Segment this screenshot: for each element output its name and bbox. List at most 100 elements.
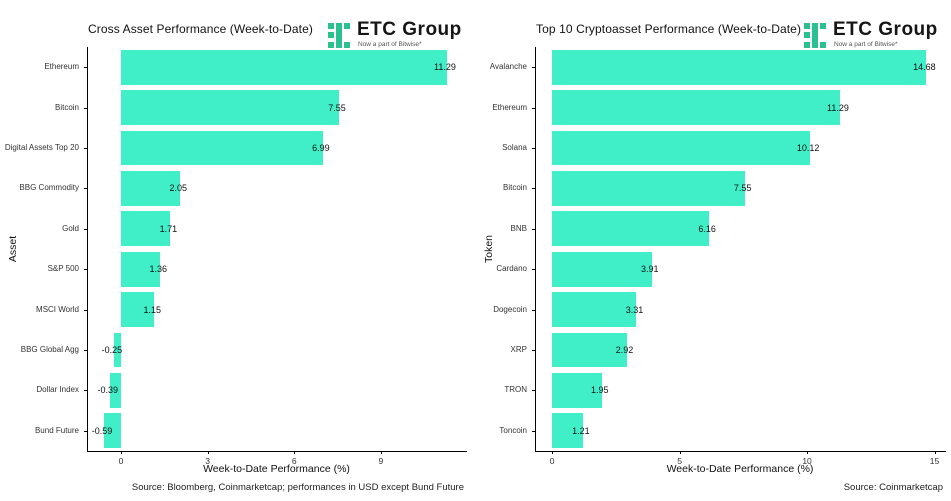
value-label: 3.91: [641, 264, 659, 275]
y-tick: [532, 228, 535, 230]
category-label: Bund Future: [34, 425, 79, 435]
x-tick: [121, 451, 123, 454]
value-label: -0.39: [97, 385, 119, 396]
y-tick: [84, 350, 87, 351]
x-tick-label: 9: [378, 456, 384, 466]
bar: [552, 211, 710, 247]
value-label: 7.55: [328, 102, 346, 113]
bar: [104, 413, 122, 449]
value-label: 6.99: [312, 143, 330, 153]
category-label: BBG Global Agg: [20, 345, 79, 354]
bar: [121, 171, 181, 206]
source-note: Source: Coinmarketcap: [843, 482, 943, 493]
bar: [121, 211, 171, 247]
logo-brand-name: ETC Group: [357, 19, 462, 40]
x-axis-label: Week-to-Date Performance (%): [203, 463, 350, 475]
y-tick: [84, 107, 87, 109]
x-tick-label: 6: [291, 456, 297, 466]
category-label: Dollar Index: [36, 385, 79, 395]
category-label: Solana: [502, 143, 527, 152]
bar: [552, 332, 627, 368]
category-label: Toncoin: [499, 425, 527, 435]
category-label: Cardano: [496, 264, 527, 274]
value-label: 1.15: [143, 304, 162, 315]
category-label: Dogecoin: [493, 304, 527, 314]
category-label: MSCI World: [36, 304, 79, 314]
value-label: 1.36: [149, 264, 168, 275]
y-tick: [84, 309, 87, 311]
x-tick: [207, 451, 209, 454]
value-label: 2.92: [615, 345, 634, 355]
x-tick-label: 5: [677, 456, 682, 466]
category-label: Ethereum: [492, 102, 527, 112]
bar: [121, 130, 323, 166]
bar: [552, 49, 927, 85]
y-tick: [84, 188, 87, 190]
etc-group-logo-icon: [804, 23, 826, 48]
bar: [552, 171, 745, 206]
value-label: 11.29: [434, 62, 456, 73]
category-label: Digital Assets Top 20: [4, 143, 79, 152]
value-label: 14.68: [913, 62, 936, 73]
value-label: 1.71: [159, 223, 178, 234]
category-label: XRP: [510, 345, 527, 354]
y-tick: [84, 430, 87, 432]
x-tick-label: 10: [802, 456, 812, 466]
y-tick: [84, 228, 87, 230]
category-label: Ethereum: [44, 62, 79, 72]
bar: [121, 90, 339, 125]
x-tick-label: 0: [118, 456, 124, 466]
etc-group-logo: ETC Group Now a part of Bitwise*: [804, 14, 944, 52]
logo-tagline: Now a part of Bitwise*: [358, 41, 422, 48]
bar: [552, 251, 652, 287]
x-tick: [552, 451, 554, 454]
y-tick: [532, 107, 535, 109]
bar: [552, 373, 602, 408]
chart-top10-cryptoasset-performance: Top 10 Cryptoasset Performance (Week-to-…: [476, 0, 951, 501]
y-tick: [532, 269, 535, 271]
value-label: 1.95: [591, 385, 609, 396]
value-label: 10.12: [796, 143, 820, 153]
category-label: S&P 500: [47, 264, 79, 274]
y-tick: [532, 430, 535, 432]
value-label: 2.05: [169, 183, 187, 194]
x-tick-label: 3: [205, 456, 211, 466]
chart-title: Cross Asset Performance (Week-to-Date): [88, 22, 313, 36]
category-label: Bitcoin: [502, 183, 527, 193]
bar: [552, 130, 811, 166]
bar: [109, 373, 122, 408]
x-tick: [679, 451, 681, 454]
y-axis-line: [87, 47, 88, 451]
bar: [121, 49, 447, 85]
logo-tagline: Now a part of Bitwise*: [834, 41, 898, 48]
y-axis-line: [535, 47, 536, 451]
category-label: TRON: [504, 385, 527, 395]
y-tick: [532, 390, 535, 392]
source-note: Source: Bloomberg, Coinmarketcap; perfor…: [131, 482, 464, 493]
y-tick: [532, 148, 535, 149]
chart-title: Top 10 Cryptoasset Performance (Week-to-…: [536, 22, 802, 36]
value-label: 3.31: [625, 304, 644, 315]
x-tick-label: 0: [549, 456, 555, 466]
bar: [121, 292, 155, 327]
x-tick: [807, 451, 809, 454]
bar: [552, 90, 840, 125]
value-label: 11.29: [827, 102, 849, 113]
x-tick: [934, 451, 936, 454]
bar: [552, 413, 583, 449]
x-tick-label: 15: [929, 456, 940, 466]
plot-area: Ethereum 11.29 Bitcoin 7.55 Digital Assets T…: [0, 0, 475, 501]
category-label: Gold: [62, 223, 79, 233]
x-tick: [294, 451, 296, 454]
value-label: 6.16: [698, 223, 716, 234]
x-axis-line: [535, 451, 946, 452]
category-label: Bitcoin: [54, 102, 79, 112]
logo-brand-name: ETC Group: [833, 19, 938, 40]
category-label: Avalanche: [489, 62, 527, 72]
y-tick: [84, 269, 87, 271]
etc-group-logo-icon: [328, 23, 350, 48]
x-tick: [380, 451, 382, 454]
plot-area: Avalanche 14.68 Ethereum 11.29 Solana 10.12 Bi…: [476, 0, 951, 501]
category-label: BBG Commodity: [19, 183, 79, 193]
value-label: -0.59: [91, 425, 113, 436]
